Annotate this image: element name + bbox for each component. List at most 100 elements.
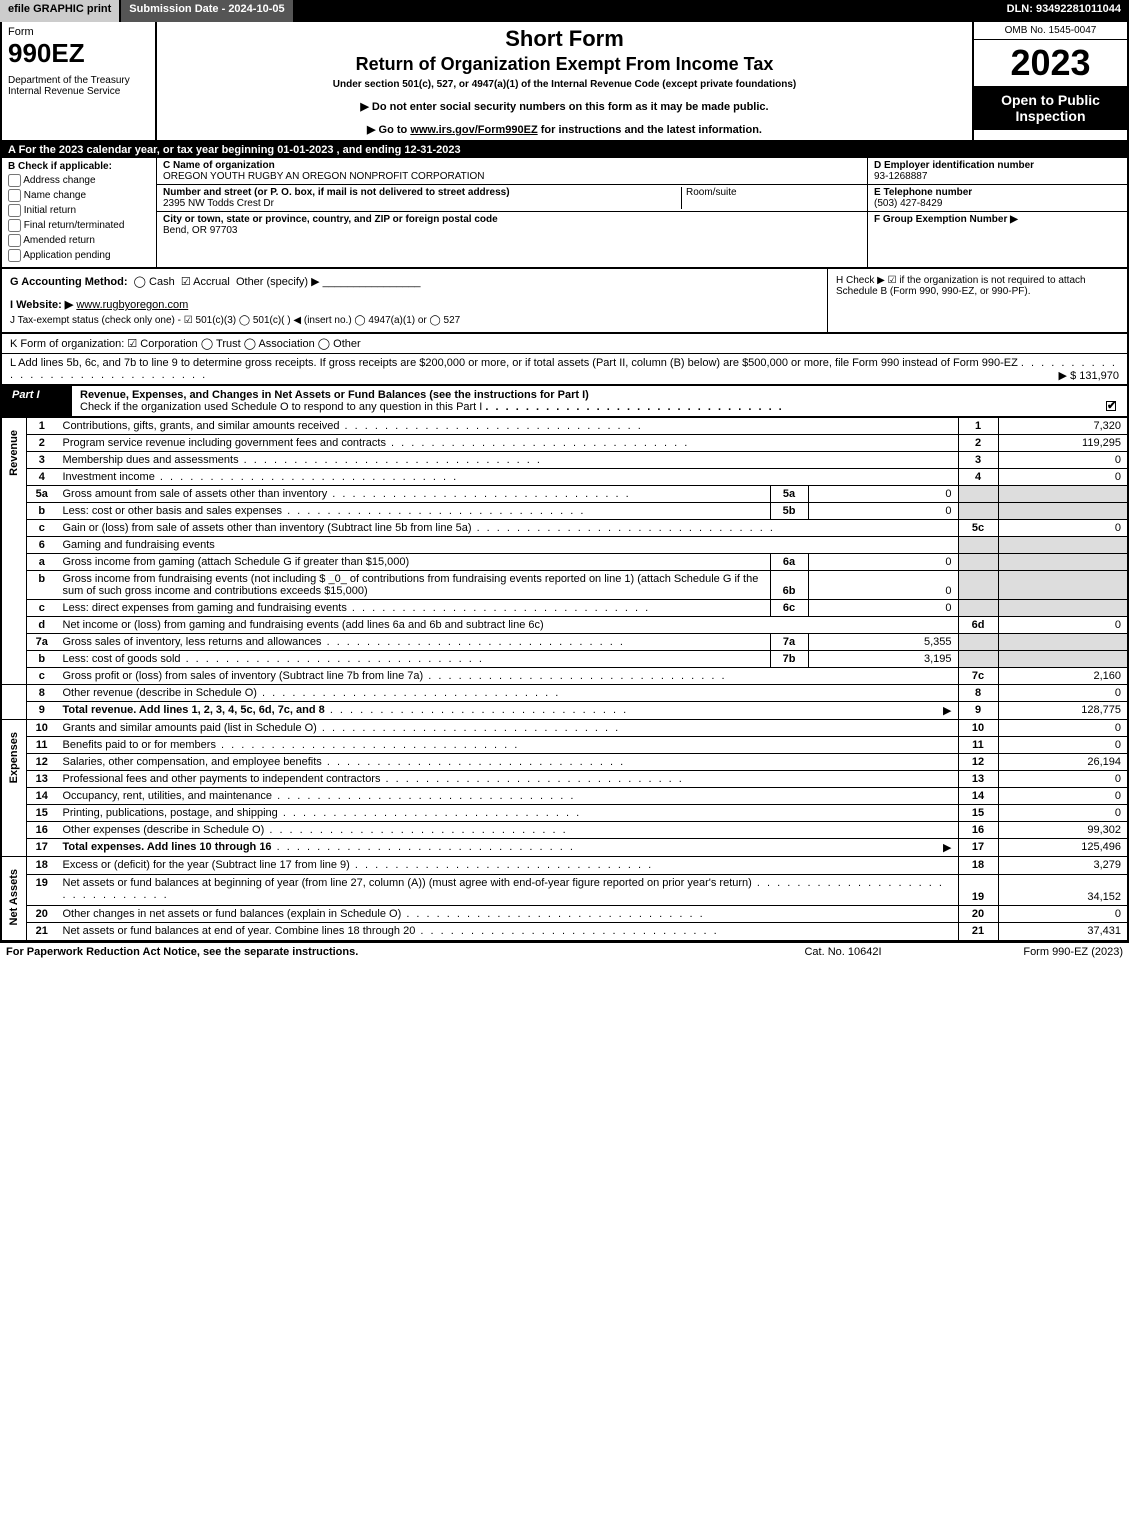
ln-6a: a <box>27 554 57 571</box>
cb-application-pending[interactable]: Application pending <box>8 249 150 262</box>
valsh-6c <box>998 600 1128 617</box>
header-right: OMB No. 1545-0047 2023 Open to Public In… <box>972 22 1127 140</box>
num-1: 1 <box>958 418 998 435</box>
cb-initial-return[interactable]: Initial return <box>8 204 150 217</box>
c-city-row: City or town, state or province, country… <box>157 212 867 238</box>
desc-20: Other changes in net assets or fund bala… <box>57 905 959 923</box>
valsh-5b <box>998 503 1128 520</box>
num-13: 13 <box>958 771 998 788</box>
miniln-7a: 7a <box>770 634 808 651</box>
l-value: ▶ $ 131,970 <box>1059 369 1119 382</box>
miniln-5a: 5a <box>770 486 808 503</box>
ln-1: 1 <box>27 418 57 435</box>
lbl-final-return: Final return/terminated <box>24 220 125 231</box>
desc-6a: Gross income from gaming (attach Schedul… <box>57 554 771 571</box>
valsh-7b <box>998 651 1128 668</box>
valsh-6a <box>998 554 1128 571</box>
desc-10: Grants and similar amounts paid (list in… <box>57 720 959 737</box>
cb-final-return[interactable]: Final return/terminated <box>8 219 150 232</box>
numsh-7a <box>958 634 998 651</box>
num-10: 10 <box>958 720 998 737</box>
open-to-public: Open to Public Inspection <box>974 86 1127 130</box>
d-ein-label: D Employer identification number <box>874 160 1034 171</box>
ln-10: 10 <box>27 720 57 737</box>
val-7c: 2,160 <box>998 668 1128 685</box>
desc-5a: Gross amount from sale of assets other t… <box>57 486 771 503</box>
part1-checkbox[interactable] <box>1106 401 1116 411</box>
part-1-sub: Check if the organization used Schedule … <box>80 401 482 413</box>
ln-6c: c <box>27 600 57 617</box>
part-1-table: Revenue 1 Contributions, gifts, grants, … <box>0 418 1129 942</box>
num-20: 20 <box>958 905 998 923</box>
num-7c: 7c <box>958 668 998 685</box>
note-ssn: ▶ Do not enter social security numbers o… <box>165 100 964 113</box>
desc-4: Investment income <box>57 469 959 486</box>
miniv-6a: 0 <box>808 554 958 571</box>
footer-cat: Cat. No. 10642I <box>743 946 943 958</box>
val-20: 0 <box>998 905 1128 923</box>
form-word: Form <box>8 26 149 38</box>
note-goto: ▶ Go to www.irs.gov/Form990EZ for instru… <box>165 123 964 136</box>
vlabel-revenue: Revenue <box>1 418 27 685</box>
numsh-5a <box>958 486 998 503</box>
num-16: 16 <box>958 822 998 839</box>
desc-5b: Less: cost or other basis and sales expe… <box>57 503 771 520</box>
form-header: Form 990EZ Department of the Treasury In… <box>0 22 1129 142</box>
b-header: B Check if applicable: <box>8 161 150 172</box>
e-phone-value: (503) 427-8429 <box>874 198 942 209</box>
title-return: Return of Organization Exempt From Incom… <box>165 54 964 75</box>
miniv-6c: 0 <box>808 600 958 617</box>
num-11: 11 <box>958 737 998 754</box>
ln-16: 16 <box>27 822 57 839</box>
c-city-label: City or town, state or province, country… <box>163 214 861 225</box>
ln-5a: 5a <box>27 486 57 503</box>
h-schedule-b: H Check ▶ ☑ if the organization is not r… <box>827 269 1127 332</box>
num-3: 3 <box>958 452 998 469</box>
ln-5c: c <box>27 520 57 537</box>
desc-6b: Gross income from fundraising events (no… <box>57 571 771 600</box>
num-19: 19 <box>958 874 998 905</box>
val-19: 34,152 <box>998 874 1128 905</box>
num-14: 14 <box>958 788 998 805</box>
desc-14: Occupancy, rent, utilities, and maintena… <box>57 788 959 805</box>
footer-left: For Paperwork Reduction Act Notice, see … <box>6 946 743 958</box>
cb-address-change[interactable]: Address change <box>8 174 150 187</box>
title-short-form: Short Form <box>165 26 964 52</box>
irs-link[interactable]: www.irs.gov/Form990EZ <box>410 124 537 136</box>
valsh-6 <box>998 537 1128 554</box>
miniv-5b: 0 <box>808 503 958 520</box>
subtitle: Under section 501(c), 527, or 4947(a)(1)… <box>165 79 964 90</box>
tax-year: 2023 <box>974 40 1127 86</box>
desc-7c: Gross profit or (loss) from sales of inv… <box>57 668 959 685</box>
website-link[interactable]: www.rugbyoregon.com <box>76 299 188 311</box>
num-5c: 5c <box>958 520 998 537</box>
form-number: 990EZ <box>8 38 149 69</box>
desc-6c: Less: direct expenses from gaming and fu… <box>57 600 771 617</box>
c-name-label: C Name of organization <box>163 160 861 171</box>
ln-7c: c <box>27 668 57 685</box>
c-name-row: C Name of organization OREGON YOUTH RUGB… <box>157 158 867 185</box>
ln-20: 20 <box>27 905 57 923</box>
part-1-title: Revenue, Expenses, and Changes in Net As… <box>80 389 589 401</box>
submission-date-button[interactable]: Submission Date - 2024-10-05 <box>121 0 294 22</box>
l-text: L Add lines 5b, 6c, and 7b to line 9 to … <box>10 357 1018 369</box>
val-8: 0 <box>998 685 1128 702</box>
column-def: D Employer identification number 93-1268… <box>867 158 1127 267</box>
num-6d: 6d <box>958 617 998 634</box>
cb-amended-return[interactable]: Amended return <box>8 234 150 247</box>
ln-14: 14 <box>27 788 57 805</box>
val-3: 0 <box>998 452 1128 469</box>
num-8: 8 <box>958 685 998 702</box>
ln-7a: 7a <box>27 634 57 651</box>
top-bar: efile GRAPHIC print Submission Date - 20… <box>0 0 1129 22</box>
lbl-name-change: Name change <box>24 190 86 201</box>
org-street: 2395 NW Todds Crest Dr <box>163 198 681 209</box>
miniv-7b: 3,195 <box>808 651 958 668</box>
cb-name-change[interactable]: Name change <box>8 189 150 202</box>
d-ein: D Employer identification number 93-1268… <box>868 158 1127 185</box>
valsh-7a <box>998 634 1128 651</box>
desc-2: Program service revenue including govern… <box>57 435 959 452</box>
numsh-7b <box>958 651 998 668</box>
efile-print-button[interactable]: efile GRAPHIC print <box>0 0 121 22</box>
num-18: 18 <box>958 857 998 875</box>
